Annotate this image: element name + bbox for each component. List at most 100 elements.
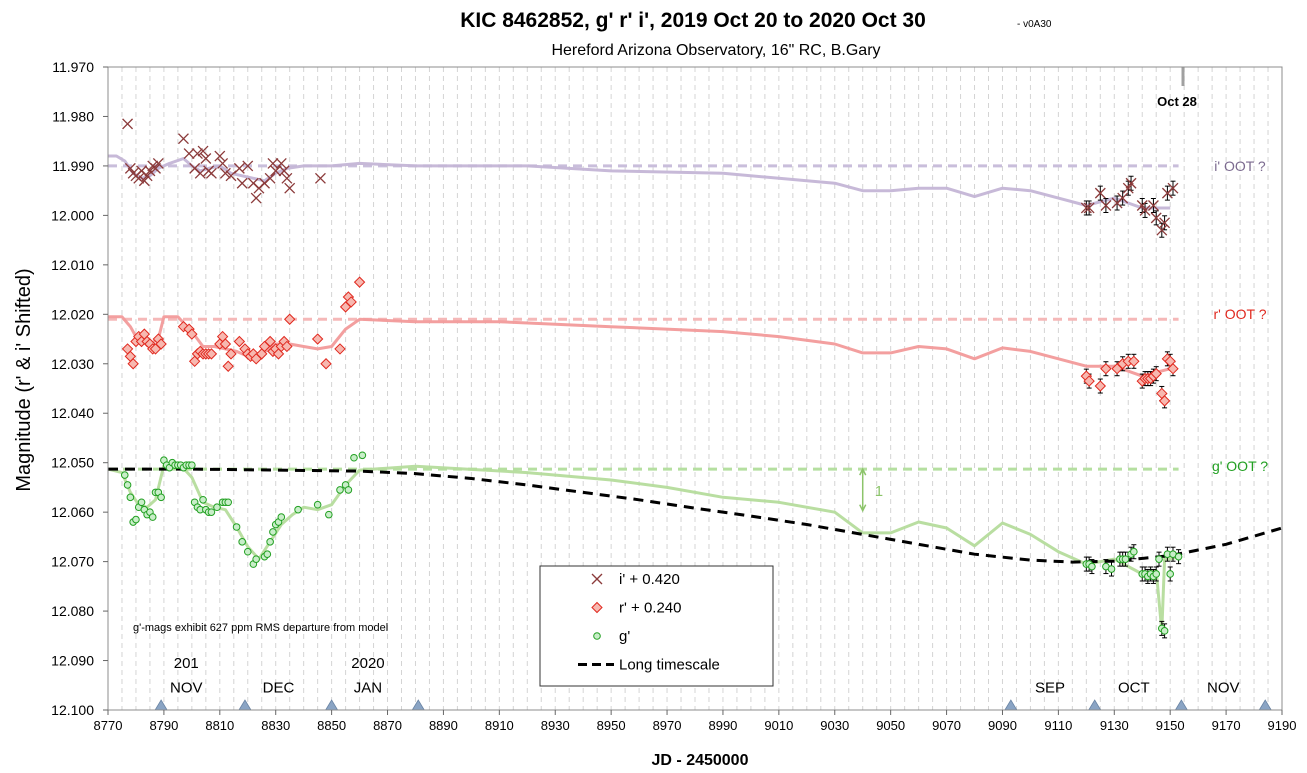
data-point — [205, 167, 217, 179]
x-stroke — [1125, 177, 1137, 189]
data-point — [1156, 224, 1168, 236]
g-oot-label: g' OOT ? — [1212, 458, 1268, 474]
data-point — [1136, 200, 1148, 211]
month-label: JAN — [354, 680, 382, 697]
x-stroke — [1159, 217, 1171, 229]
data-point — [278, 165, 290, 177]
x-stroke — [138, 175, 150, 187]
x-stroke — [281, 172, 293, 184]
x-stroke — [1139, 204, 1151, 216]
data-point — [314, 172, 326, 184]
x-stroke — [247, 177, 259, 189]
data-point — [336, 486, 344, 494]
data-point — [284, 182, 296, 194]
data-point — [225, 170, 237, 182]
data-point — [350, 453, 358, 462]
data-point — [138, 175, 150, 187]
month-label: 2020 — [351, 655, 384, 672]
x-stroke — [275, 157, 287, 169]
oct28-label: Oct 28 — [1157, 94, 1197, 109]
data-point — [141, 170, 153, 182]
data-point — [277, 513, 286, 521]
data-point — [199, 495, 207, 504]
data-point — [281, 340, 293, 353]
data-point — [213, 503, 221, 512]
data-point — [267, 157, 279, 169]
data-point — [1155, 555, 1163, 563]
month-label: NOV — [1207, 680, 1240, 697]
data-point — [233, 162, 245, 174]
data-point — [133, 172, 145, 184]
x-tick-label: 8770 — [94, 718, 123, 733]
data-point — [144, 165, 156, 177]
x-stroke — [1167, 182, 1179, 194]
y-tick-label: 11.970 — [52, 59, 94, 75]
data-point — [225, 348, 237, 360]
data-point — [344, 486, 353, 494]
x-stroke — [1156, 224, 1168, 236]
data-point — [148, 513, 157, 521]
x-stroke — [124, 162, 136, 174]
legend-swatch — [591, 601, 603, 614]
data-point — [263, 550, 272, 558]
legend-label: r' + 0.240 — [619, 600, 682, 617]
x-tick-label: 8950 — [597, 718, 626, 733]
legend-label: i' + 0.420 — [619, 571, 680, 588]
data-points — [120, 118, 1183, 635]
x-tick-label: 8810 — [205, 718, 234, 733]
data-point — [358, 451, 367, 460]
x-tick-label: 8850 — [317, 718, 346, 733]
x-stroke — [214, 150, 226, 162]
data-point — [1122, 182, 1134, 194]
legend-swatch — [591, 573, 603, 585]
data-point — [269, 528, 277, 536]
month-label: NOV — [170, 680, 203, 697]
x-tick-label: 8930 — [541, 718, 570, 733]
month-label: 201 — [174, 655, 199, 672]
data-point — [1080, 202, 1092, 214]
depth-arrowhead — [859, 467, 867, 476]
data-point — [270, 165, 282, 177]
y-tick-label: 12.040 — [51, 405, 94, 421]
y-tick-label: 12.000 — [51, 207, 94, 223]
plot-frame — [107, 66, 1283, 711]
x-tick-label: 9090 — [988, 718, 1017, 733]
data-point — [281, 172, 293, 184]
chart-title: KIC 8462852, g' r' i', 2019 Oct 20 to 20… — [460, 9, 926, 32]
x-tick-label: 9130 — [1100, 718, 1129, 733]
data-point — [1147, 200, 1159, 211]
data-point — [188, 461, 196, 469]
legend: i' + 0.420 r' + 0.240 g' Long timescale — [539, 565, 774, 687]
data-point — [219, 338, 232, 350]
x-stroke — [183, 148, 195, 160]
x-tick-label: 8890 — [429, 718, 458, 733]
x-tick-label: 9070 — [932, 718, 961, 733]
y-tick-label: 12.100 — [51, 702, 94, 718]
x-tick-label: 9190 — [1268, 718, 1297, 733]
x-stroke — [194, 167, 206, 179]
data-point — [232, 523, 241, 531]
x-stroke — [1080, 202, 1092, 214]
data-point — [233, 335, 246, 348]
y-tick-label: 12.030 — [51, 356, 94, 372]
data-point — [334, 343, 346, 355]
x-stroke — [136, 165, 148, 177]
r-oot-label: r' OOT ? — [1214, 306, 1267, 322]
x-stroke — [314, 172, 326, 184]
rms-note: g'-mags exhibit 627 ppm RMS departure fr… — [133, 622, 388, 634]
data-point — [122, 118, 134, 130]
y-tick-label: 12.070 — [51, 554, 94, 570]
data-point — [1139, 204, 1151, 216]
x-stroke — [144, 165, 156, 177]
x-tick-label: 9010 — [764, 718, 793, 733]
x-stroke — [267, 157, 279, 169]
data-point — [1083, 202, 1095, 214]
y-tick-label: 12.080 — [51, 603, 94, 619]
data-point — [1107, 565, 1116, 573]
depth-arrow-label: 1 — [875, 483, 883, 500]
data-point — [124, 162, 136, 174]
data-point — [186, 328, 198, 340]
data-point — [1130, 547, 1138, 556]
x-axis-label: JD - 2450000 — [652, 752, 749, 769]
oot-reference-lines — [108, 164, 1179, 471]
